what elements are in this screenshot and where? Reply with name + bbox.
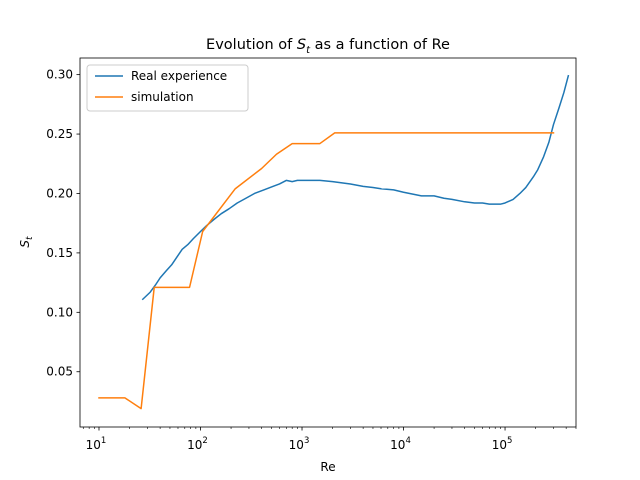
legend: Real experience simulation: [86, 64, 249, 112]
y-tick-label: 0.05: [46, 365, 73, 379]
y-tick-label: 0.30: [46, 68, 73, 82]
y-tick-label: 0.20: [46, 186, 73, 200]
y-tick-label: 0.25: [46, 127, 73, 141]
x-tick-label: 103: [289, 436, 310, 452]
legend-label-simulation: simulation: [131, 90, 194, 104]
y-tick-label: 0.10: [46, 305, 73, 319]
chart-title: Evolution of St as a function of Re: [206, 37, 450, 56]
legend-label-real-experience: Real experience: [131, 69, 227, 83]
x-tick-label: 101: [86, 436, 107, 452]
axes-frame: [79, 57, 577, 428]
y-axis-label: St: [18, 236, 35, 248]
x-tick-label: 105: [492, 436, 513, 452]
x-tick-label: 102: [187, 436, 208, 452]
series-line-simulation: [98, 132, 555, 410]
series-line-real-experience: [141, 74, 570, 301]
y-tick-label: 0.15: [46, 246, 73, 260]
x-tick-label: 104: [390, 436, 411, 452]
x-axis-label: Re: [320, 460, 335, 474]
series-group: [98, 74, 570, 410]
x-axis-ticks: 101 102 103 104 105: [82, 427, 577, 452]
legend-box: [86, 64, 249, 112]
y-axis-ticks: 0.05 0.10 0.15 0.20 0.25 0.30: [46, 68, 80, 379]
